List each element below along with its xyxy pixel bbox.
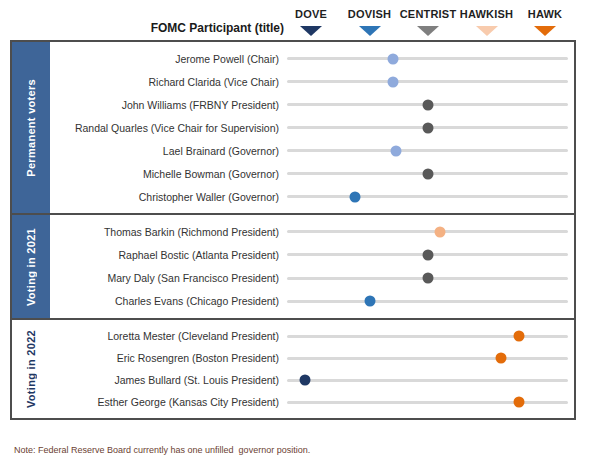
participant-row: Christopher Waller (Governor) <box>50 185 574 208</box>
hawk-triangle-icon <box>534 26 556 36</box>
stance-track <box>287 126 568 129</box>
scale-label-dove: DOVE <box>295 8 327 20</box>
chart-area: Permanent voters Jerome Powell (Chair) Ric… <box>10 40 576 420</box>
scale-label-dovish: DOVISH <box>348 8 391 20</box>
participant-name-label: Loretta Mester (Cleveland President) <box>50 330 285 342</box>
participant-row: John Williams (FRBNY President) <box>50 93 574 116</box>
dove-triangle-icon <box>300 26 322 36</box>
participant-row: Raphael Bostic (Atlanta President) <box>50 243 574 266</box>
group-rows: Loretta Mester (Cleveland President) Eric… <box>50 320 574 418</box>
stance-track <box>287 401 568 404</box>
stance-track <box>287 335 568 338</box>
scale-label-centrist: CENTRIST <box>400 8 457 20</box>
group-rows: Thomas Barkin (Richmond President) Raphae… <box>50 215 574 318</box>
participant-row: Eric Rosengren (Boston President) <box>50 347 574 369</box>
participant-row: Jerome Powell (Chair) <box>50 47 574 70</box>
participant-name-label: Thomas Barkin (Richmond President) <box>50 226 285 238</box>
fomc-dove-hawk-dot-plot: FOMC Participant (title) DOVE DOVISH CENTR… <box>0 0 600 455</box>
stance-dot-leaning-dovish <box>387 53 398 64</box>
participant-name-label: Eric Rosengren (Boston President) <box>50 352 285 364</box>
participant-name-label: Lael Brainard (Governor) <box>50 145 285 157</box>
participant-row: Lael Brainard (Governor) <box>50 139 574 162</box>
stance-dot-centrist <box>423 122 434 133</box>
group-band: Voting in 2021 <box>12 215 50 318</box>
stance-dot-centrist <box>423 99 434 110</box>
group-rows: Jerome Powell (Chair) Richard Clarida (Vi… <box>50 42 574 213</box>
participant-name-label: John Williams (FRBNY President) <box>50 99 285 111</box>
stance-dot-centrist <box>423 168 434 179</box>
stance-dot-leaning-hawkish <box>434 226 445 237</box>
stance-track <box>287 277 568 280</box>
dovish-triangle-icon <box>359 26 381 36</box>
stance-track <box>287 300 568 303</box>
stance-track <box>287 230 568 233</box>
participant-row: Michelle Bowman (Governor) <box>50 162 574 185</box>
centrist-triangle-icon <box>417 26 439 36</box>
participant-row: Esther George (Kansas City President) <box>50 391 574 413</box>
participant-column-label: FOMC Participant (title) <box>0 21 284 35</box>
participant-row: Loretta Mester (Cleveland President) <box>50 325 574 347</box>
stance-dot-centrist <box>423 273 434 284</box>
stance-track <box>287 195 568 198</box>
footnote-text: Note: Federal Reserve Board currently ha… <box>14 445 310 455</box>
group-band-label: Permanent voters <box>25 79 37 177</box>
stance-dot-dove <box>300 375 311 386</box>
stance-track <box>287 357 568 360</box>
stance-dot-hawk <box>513 397 524 408</box>
stance-dot-hawk <box>513 331 524 342</box>
participant-name-label: Richard Clarida (Vice Chair) <box>50 76 285 88</box>
scale-label-hawkish: HAWKISH <box>460 8 513 20</box>
stance-track <box>287 253 568 256</box>
participant-name-label: Esther George (Kansas City President) <box>50 396 285 408</box>
stance-dot-leaning-dovish <box>387 76 398 87</box>
voter-group-1: Voting in 2021 Thomas Barkin (Richmond Pr… <box>12 213 574 318</box>
stance-dot-dovish <box>349 191 360 202</box>
stance-dot-leaning-dovish <box>390 145 401 156</box>
stance-track <box>287 103 568 106</box>
participant-row: Charles Evans (Chicago President) <box>50 290 574 313</box>
stance-track <box>287 172 568 175</box>
hawkish-triangle-icon <box>476 26 498 36</box>
participant-name-label: Randal Quarles (Vice Chair for Supervisi… <box>50 122 285 134</box>
group-band: Permanent voters <box>12 42 50 213</box>
chart-header: FOMC Participant (title) DOVE DOVISH CENTR… <box>0 0 600 40</box>
participant-row: Richard Clarida (Vice Chair) <box>50 70 574 93</box>
footnotes: Note: Federal Reserve Board currently ha… <box>14 423 310 455</box>
participant-name-label: James Bullard (St. Louis President) <box>50 374 285 386</box>
voter-group-0: Permanent voters Jerome Powell (Chair) Ric… <box>12 42 574 213</box>
stance-track <box>287 379 568 382</box>
scale-label-hawk: HAWK <box>528 8 562 20</box>
group-band-label: Voting in 2021 <box>25 228 37 306</box>
stance-dot-centrist <box>423 249 434 260</box>
participant-row: James Bullard (St. Louis President) <box>50 369 574 391</box>
participant-name-label: Michelle Bowman (Governor) <box>50 168 285 180</box>
group-band-label: Voting in 2022 <box>25 330 37 408</box>
participant-row: Thomas Barkin (Richmond President) <box>50 220 574 243</box>
stance-dot-hawk <box>496 353 507 364</box>
participant-name-label: Charles Evans (Chicago President) <box>50 295 285 307</box>
stance-track <box>287 57 568 60</box>
stance-track <box>287 149 568 152</box>
participant-row: Mary Daly (San Francisco President) <box>50 267 574 290</box>
stance-dot-dovish <box>364 296 375 307</box>
participant-name-label: Raphael Bostic (Atlanta President) <box>50 249 285 261</box>
stance-track <box>287 80 568 83</box>
voter-group-2: Voting in 2022 Loretta Mester (Cleveland … <box>12 318 574 418</box>
participant-name-label: Mary Daly (San Francisco President) <box>50 272 285 284</box>
participant-name-label: Jerome Powell (Chair) <box>50 53 285 65</box>
group-band: Voting in 2022 <box>12 320 50 418</box>
participant-name-label: Christopher Waller (Governor) <box>50 191 285 203</box>
participant-row: Randal Quarles (Vice Chair for Supervisi… <box>50 116 574 139</box>
